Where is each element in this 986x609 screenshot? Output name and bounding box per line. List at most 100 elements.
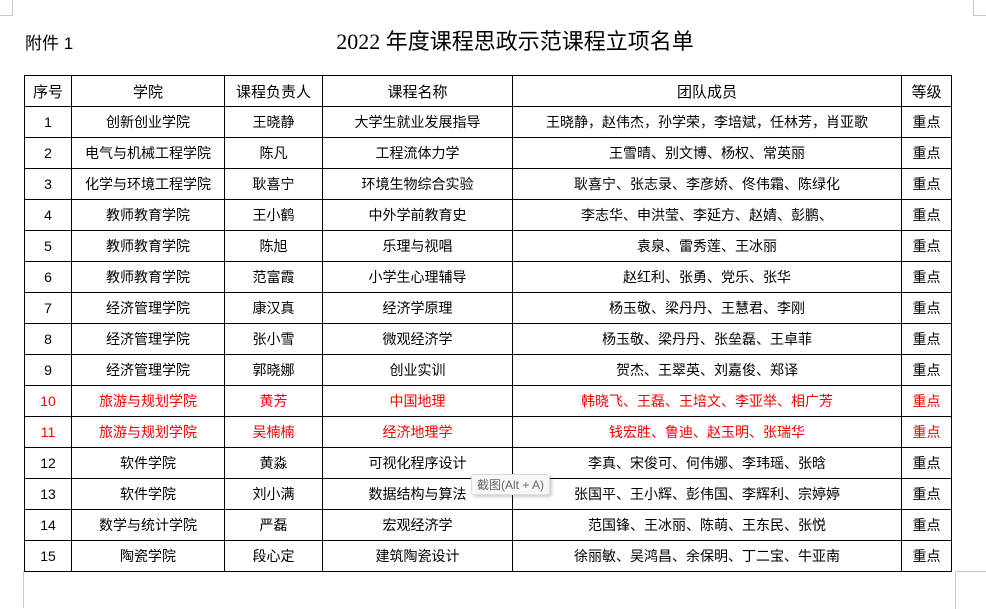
page-corner-mark (955, 571, 986, 609)
cell-course: 可视化程序设计 (322, 447, 513, 479)
cell-leader: 郭晓娜 (224, 354, 323, 386)
cell-leader: 黄芳 (224, 385, 323, 417)
cell-level: 重点 (901, 478, 952, 510)
table-row: 9 经济管理学院 郭晓娜 创业实训 贺杰、王翠英、刘嘉俊、郑译 重点 (24, 354, 952, 386)
column-header: 学院 (71, 75, 225, 107)
cell-no: 11 (24, 416, 72, 448)
cell-college: 经济管理学院 (71, 292, 225, 324)
cell-leader: 范富霞 (224, 261, 323, 293)
cell-leader: 康汉真 (224, 292, 323, 324)
cell-no: 14 (24, 509, 72, 541)
cell-level: 重点 (901, 323, 952, 355)
cell-course: 大学生就业发展指导 (322, 106, 513, 138)
cell-no: 2 (24, 137, 72, 169)
cell-members: 李真、宋俊可、何伟娜、李玮瑶、张晗 (512, 447, 902, 479)
table-header-row: 序号 学院 课程负责人 课程名称 团队成员 等级 (24, 75, 952, 107)
table-row: 6 教师教育学院 范富霞 小学生心理辅导 赵红利、张勇、党乐、张华 重点 (24, 261, 952, 293)
cell-course: 中国地理 (322, 385, 513, 417)
cell-members: 袁泉、雷秀莲、王冰丽 (512, 230, 902, 262)
cell-course: 环境生物综合实验 (322, 168, 513, 200)
cell-leader: 张小雪 (224, 323, 323, 355)
cell-course: 宏观经济学 (322, 509, 513, 541)
cell-college: 化学与环境工程学院 (71, 168, 225, 200)
cell-no: 10 (24, 385, 72, 417)
cell-no: 12 (24, 447, 72, 479)
cell-level: 重点 (901, 509, 952, 541)
cell-members: 张国平、王小辉、彭伟国、李辉利、宗婷婷 (512, 478, 902, 510)
table-row: 1 创新创业学院 王晓静 大学生就业发展指导 王晓静，赵伟杰，孙学荣，李培斌，任林芳，肖… (24, 106, 952, 138)
cell-members: 耿喜宁、张志录、李彦娇、佟伟霜、陈绿化 (512, 168, 902, 200)
cell-college: 教师教育学院 (71, 199, 225, 231)
column-header: 等级 (901, 75, 952, 107)
cell-course: 建筑陶瓷设计 (322, 540, 513, 572)
cell-leader: 严磊 (224, 509, 323, 541)
page-corner-mark (0, 0, 13, 16)
page-corner-mark (973, 0, 986, 16)
cell-level: 重点 (901, 230, 952, 262)
cell-leader: 陈凡 (224, 137, 323, 169)
cell-course: 工程流体力学 (322, 137, 513, 169)
cell-college: 旅游与规划学院 (71, 385, 225, 417)
table-row: 10 旅游与规划学院 黄芳 中国地理 韩晓飞、王磊、王培文、李亚举、相广芳 重点 (24, 385, 952, 417)
cell-leader: 陈旭 (224, 230, 323, 262)
cell-members: 范国锋、王冰丽、陈萌、王东民、张悦 (512, 509, 902, 541)
cell-members: 赵红利、张勇、党乐、张华 (512, 261, 902, 293)
cell-members: 李志华、申洪莹、李延方、赵婧、彭鹏、 (512, 199, 902, 231)
cell-level: 重点 (901, 540, 952, 572)
cell-level: 重点 (901, 261, 952, 293)
cell-level: 重点 (901, 354, 952, 386)
cell-members: 徐丽敏、吴鸿昌、余保明、丁二宝、牛亚南 (512, 540, 902, 572)
table-row: 8 经济管理学院 张小雪 微观经济学 杨玉敬、梁丹丹、张垒磊、王卓菲 重点 (24, 323, 952, 355)
cell-level: 重点 (901, 168, 952, 200)
cell-level: 重点 (901, 447, 952, 479)
page-corner-mark (0, 571, 24, 608)
screenshot-tooltip: 截图(Alt + A) (471, 474, 551, 495)
table-row: 12 软件学院 黄淼 可视化程序设计 李真、宋俊可、何伟娜、李玮瑶、张晗 重点 (24, 447, 952, 479)
cell-course: 乐理与视唱 (322, 230, 513, 262)
cell-level: 重点 (901, 199, 952, 231)
column-header: 课程名称 (322, 75, 513, 107)
cell-level: 重点 (901, 385, 952, 417)
cell-college: 经济管理学院 (71, 323, 225, 355)
table-row: 5 教师教育学院 陈旭 乐理与视唱 袁泉、雷秀莲、王冰丽 重点 (24, 230, 952, 262)
cell-college: 软件学院 (71, 447, 225, 479)
cell-members: 杨玉敬、梁丹丹、张垒磊、王卓菲 (512, 323, 902, 355)
cell-no: 13 (24, 478, 72, 510)
table-row: 7 经济管理学院 康汉真 经济学原理 杨玉敬、梁丹丹、王慧君、李刚 重点 (24, 292, 952, 324)
cell-leader: 耿喜宁 (224, 168, 323, 200)
cell-no: 15 (24, 540, 72, 572)
cell-no: 7 (24, 292, 72, 324)
cell-course: 中外学前教育史 (322, 199, 513, 231)
cell-leader: 王晓静 (224, 106, 323, 138)
cell-members: 韩晓飞、王磊、王培文、李亚举、相广芳 (512, 385, 902, 417)
table-row: 11 旅游与规划学院 吴楠楠 经济地理学 钱宏胜、鲁迪、赵玉明、张瑞华 重点 (24, 416, 952, 448)
column-header: 序号 (24, 75, 72, 107)
cell-college: 经济管理学院 (71, 354, 225, 386)
cell-members: 王晓静，赵伟杰，孙学荣，李培斌，任林芳，肖亚歌 (512, 106, 902, 138)
cell-college: 旅游与规划学院 (71, 416, 225, 448)
cell-college: 教师教育学院 (71, 230, 225, 262)
document-title: 2022 年度课程思政示范课程立项名单 (336, 29, 694, 54)
cell-college: 电气与机械工程学院 (71, 137, 225, 169)
cell-members: 王雪晴、别文博、杨权、常英丽 (512, 137, 902, 169)
table-row: 4 教师教育学院 王小鹤 中外学前教育史 李志华、申洪莹、李延方、赵婧、彭鹏、 重点 (24, 199, 952, 231)
cell-college: 陶瓷学院 (71, 540, 225, 572)
table-row: 14 数学与统计学院 严磊 宏观经济学 范国锋、王冰丽、陈萌、王东民、张悦 重点 (24, 509, 952, 541)
cell-level: 重点 (901, 292, 952, 324)
cell-level: 重点 (901, 416, 952, 448)
cell-course: 微观经济学 (322, 323, 513, 355)
table-row: 3 化学与环境工程学院 耿喜宁 环境生物综合实验 耿喜宁、张志录、李彦娇、佟伟霜、陈绿化… (24, 168, 952, 200)
cell-level: 重点 (901, 137, 952, 169)
cell-no: 4 (24, 199, 72, 231)
project-list-table: 序号 学院 课程负责人 课程名称 团队成员 等级 1 创新创业学院 王晓静 大学生就业… (24, 75, 952, 572)
table-row: 15 陶瓷学院 段心定 建筑陶瓷设计 徐丽敏、吴鸿昌、余保明、丁二宝、牛亚南 重点 (24, 540, 952, 572)
cell-leader: 黄淼 (224, 447, 323, 479)
cell-no: 5 (24, 230, 72, 262)
cell-no: 1 (24, 106, 72, 138)
cell-members: 钱宏胜、鲁迪、赵玉明、张瑞华 (512, 416, 902, 448)
column-header: 团队成员 (512, 75, 902, 107)
cell-level: 重点 (901, 106, 952, 138)
cell-no: 3 (24, 168, 72, 200)
cell-course: 小学生心理辅导 (322, 261, 513, 293)
cell-no: 9 (24, 354, 72, 386)
